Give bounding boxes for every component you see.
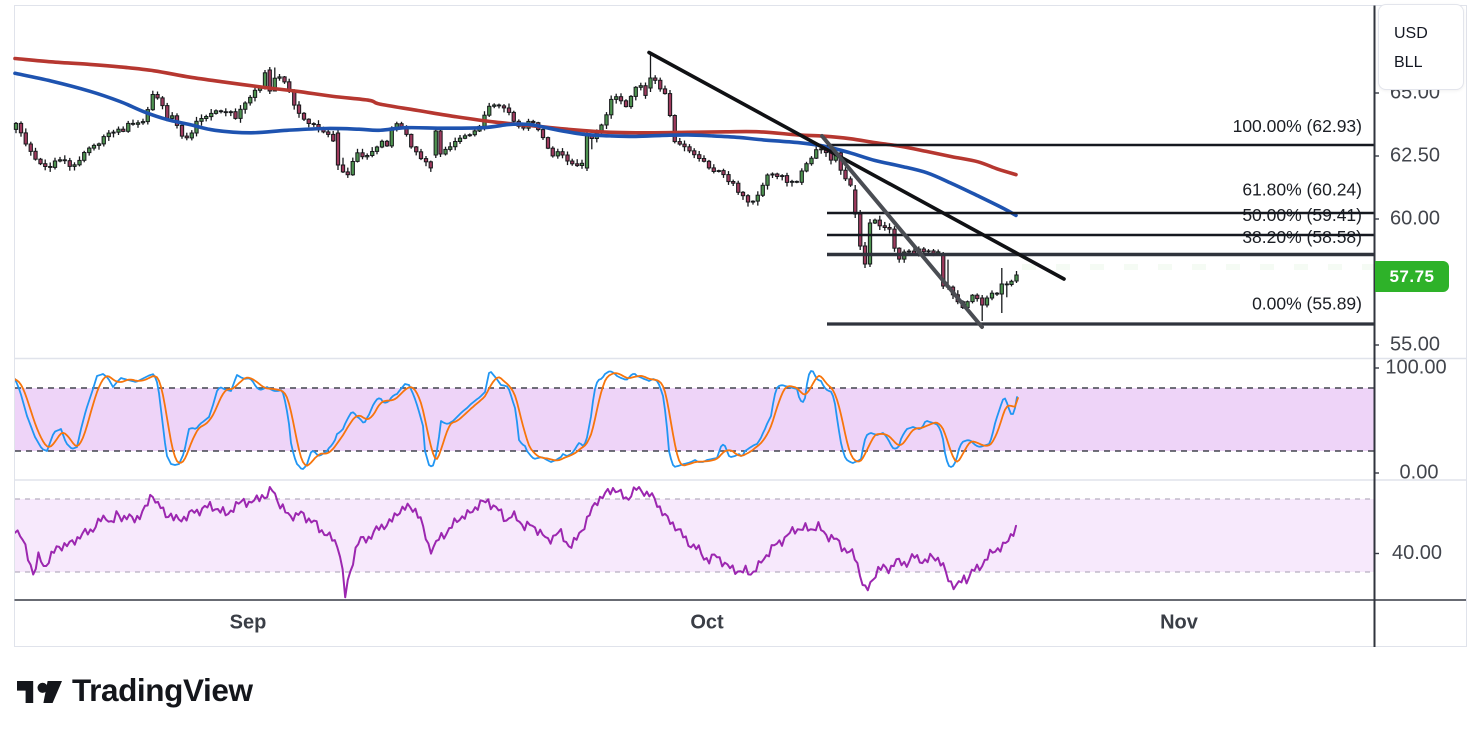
svg-text:TradingView: TradingView	[72, 676, 253, 708]
svg-text:61.80% (60.24): 61.80% (60.24)	[1242, 180, 1362, 200]
svg-text:100.00% (62.93): 100.00% (62.93)	[1233, 116, 1362, 136]
svg-text:50.00% (59.41): 50.00% (59.41)	[1242, 205, 1362, 225]
svg-text:38.20% (58.58): 38.20% (58.58)	[1242, 227, 1362, 247]
svg-text:0.00% (55.89): 0.00% (55.89)	[1252, 294, 1362, 314]
